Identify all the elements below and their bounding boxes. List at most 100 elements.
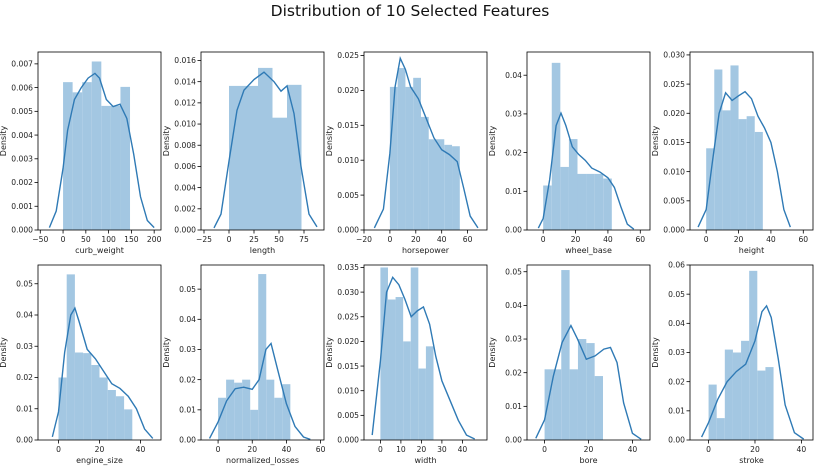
x-tick-label: 20: [571, 235, 581, 244]
x-tick-label: 50: [81, 235, 91, 244]
x-tick: 0: [704, 230, 709, 244]
hist-bar: [543, 185, 552, 230]
axes-frame: [526, 51, 651, 231]
hist-bar: [91, 365, 100, 440]
y-tick-label: 0.012: [174, 99, 196, 108]
y-tick: 0.05: [505, 267, 527, 276]
x-tick: 0: [227, 230, 232, 244]
kde-line: [213, 71, 318, 229]
hist-bar: [730, 65, 739, 230]
hist-bar: [226, 379, 235, 440]
y-tick: 0.03: [16, 342, 38, 351]
axes-frame: [363, 264, 488, 441]
hist-bar: [577, 339, 587, 440]
y-tick: 0.006: [11, 83, 38, 92]
y-axis-label: Density: [488, 337, 497, 368]
x-tick-label: 50: [274, 235, 284, 244]
y-tick-label: 0.02: [505, 148, 522, 157]
x-axis-label: horsepower: [402, 246, 450, 255]
y-tick-label: 0.01: [668, 407, 685, 416]
y-tick-label: 0.04: [505, 301, 522, 310]
hist-bar: [282, 384, 291, 440]
x-tick-label: 40: [458, 445, 468, 454]
y-tick: 0.04: [179, 315, 201, 324]
y-tick: 0.00: [505, 436, 527, 445]
x-tick-label: 0: [541, 235, 546, 244]
y-tick: 0.020: [663, 109, 690, 118]
x-tick: −50: [32, 230, 48, 244]
y-tick: 0.010: [174, 120, 201, 129]
hist-bar: [444, 144, 453, 230]
y-tick: 0.04: [668, 319, 690, 328]
hist-bar: [115, 396, 125, 440]
y-tick: 0.012: [174, 99, 201, 108]
y-tick: 0.03: [505, 335, 527, 344]
hist-bar: [732, 352, 742, 440]
kde-line: [373, 55, 479, 229]
kde-line: [535, 324, 642, 440]
x-tick-label: 0: [706, 445, 711, 454]
x-tick: 60: [463, 230, 473, 244]
x-tick-label: 10: [396, 445, 406, 454]
y-tick-label: 0.04: [668, 319, 685, 328]
hist-bar: [603, 178, 612, 230]
y-tick: 0.000: [174, 226, 201, 235]
hist-bar: [272, 117, 287, 230]
y-tick-label: 0.02: [16, 373, 33, 382]
x-tick: 0: [378, 440, 383, 454]
hist-bar: [594, 376, 603, 440]
x-tick-label: 20: [95, 445, 105, 454]
hist-bar: [561, 270, 570, 440]
y-tick-label: 0.002: [174, 205, 196, 214]
x-tick-label: 30: [437, 445, 447, 454]
y-axis-label: Density: [325, 337, 334, 368]
y-tick-label: 0.03: [505, 335, 522, 344]
y-tick: 0.003: [11, 155, 38, 164]
y-tick-label: 0.015: [663, 138, 685, 147]
hist-bar: [243, 85, 258, 230]
x-tick: −25: [196, 230, 212, 244]
x-tick-label: 200: [147, 235, 162, 244]
hist-bar: [544, 369, 553, 440]
y-tick: 0.016: [174, 56, 201, 65]
y-tick: 0.005: [337, 411, 364, 420]
y-tick-label: 0.005: [663, 197, 685, 206]
x-tick-label: 20: [734, 235, 744, 244]
y-tick-label: 0.006: [174, 162, 196, 171]
kde-line: [51, 306, 154, 439]
y-tick: 0.00: [16, 436, 38, 445]
y-tick: 0.030: [337, 288, 364, 297]
x-tick: 40: [797, 440, 806, 454]
x-tick-label: 20: [584, 445, 594, 454]
y-tick: 0.006: [174, 162, 201, 171]
y-tick-label: 0.02: [179, 375, 196, 384]
hist-bar: [124, 409, 133, 440]
y-tick-label: 0.000: [663, 226, 685, 235]
y-axis-label: Density: [0, 126, 8, 157]
hist-bar: [716, 418, 725, 440]
y-tick-label: 0.005: [337, 411, 359, 420]
subplot-stroke: 0 20 40 0.00 0.01 0.02 0.03 0.04 0.05 0.06 stroke D…: [651, 261, 814, 465]
y-tick-label: 0.00: [505, 436, 522, 445]
y-tick: 0.04: [505, 71, 527, 80]
y-tick-label: 0.020: [337, 337, 359, 346]
y-tick-label: 0.05: [505, 267, 522, 276]
hist-bar: [428, 139, 437, 230]
y-tick-label: 0.04: [179, 315, 196, 324]
x-tick-label: 40: [282, 445, 292, 454]
y-tick: 0.000: [11, 226, 38, 235]
y-tick-label: 0.00: [668, 436, 685, 445]
y-tick: 0.025: [337, 312, 364, 321]
x-tick: 30: [437, 440, 447, 454]
y-tick-label: 0.020: [337, 86, 359, 95]
y-tick-label: 0.03: [179, 345, 196, 354]
hist-bar: [551, 62, 561, 230]
y-tick-label: 0.000: [337, 436, 359, 445]
x-tick-label: 20: [750, 445, 760, 454]
y-tick-label: 0.04: [16, 311, 33, 320]
y-tick: 0.030: [663, 51, 690, 60]
subplot-length: −25 0 25 50 75 0.000 0.002 0.004 0.006 0.008 0.010…: [162, 51, 325, 255]
y-tick-label: 0.001: [11, 202, 33, 211]
hist-bar: [722, 110, 731, 230]
